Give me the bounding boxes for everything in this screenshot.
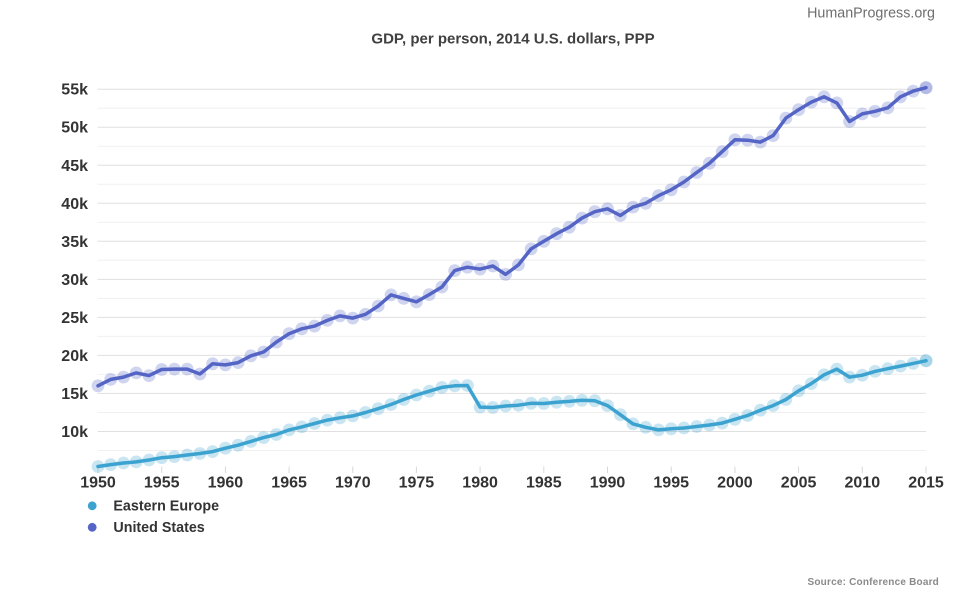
svg-text:45k: 45k <box>61 158 88 175</box>
svg-text:1970: 1970 <box>335 475 371 492</box>
svg-text:20k: 20k <box>61 348 88 365</box>
svg-text:1950: 1950 <box>80 475 116 492</box>
svg-text:10k: 10k <box>61 424 88 441</box>
svg-text:2010: 2010 <box>845 475 881 492</box>
svg-text:35k: 35k <box>61 234 88 251</box>
svg-text:50k: 50k <box>61 120 88 137</box>
svg-text:1980: 1980 <box>462 475 498 492</box>
svg-text:Source: Conference Board: Source: Conference Board <box>808 577 940 588</box>
svg-text:1955: 1955 <box>144 475 180 492</box>
svg-text:2015: 2015 <box>908 475 944 492</box>
svg-text:15k: 15k <box>61 386 88 403</box>
svg-text:2000: 2000 <box>717 475 753 492</box>
svg-text:1960: 1960 <box>208 475 244 492</box>
svg-text:2005: 2005 <box>781 475 817 492</box>
svg-text:25k: 25k <box>61 310 88 327</box>
svg-text:GDP, per person, 2014 U.S. dol: GDP, per person, 2014 U.S. dollars, PPP <box>371 31 654 48</box>
svg-text:1965: 1965 <box>271 475 307 492</box>
svg-text:1975: 1975 <box>399 475 435 492</box>
svg-text:1990: 1990 <box>590 475 626 492</box>
svg-text:40k: 40k <box>61 196 88 213</box>
svg-text:55k: 55k <box>61 82 88 99</box>
svg-text:Eastern Europe: Eastern Europe <box>113 499 219 515</box>
svg-text:HumanProgress.org: HumanProgress.org <box>807 6 935 22</box>
svg-text:1995: 1995 <box>653 475 689 492</box>
svg-text:1985: 1985 <box>526 475 562 492</box>
svg-text:United States: United States <box>113 520 204 536</box>
svg-text:30k: 30k <box>61 272 88 289</box>
